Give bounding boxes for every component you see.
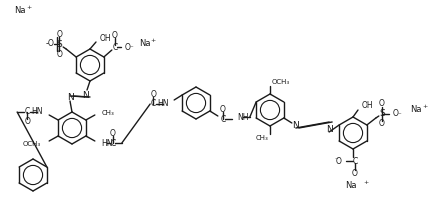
Text: O: O bbox=[335, 156, 341, 165]
Text: O: O bbox=[112, 31, 117, 40]
Text: +: + bbox=[26, 4, 31, 9]
Text: HN: HN bbox=[101, 139, 112, 147]
Text: O: O bbox=[125, 42, 130, 51]
Text: Na: Na bbox=[138, 38, 150, 48]
Text: ⁻: ⁻ bbox=[334, 157, 337, 163]
Text: CH₃: CH₃ bbox=[255, 135, 267, 141]
Text: O: O bbox=[378, 119, 384, 128]
Text: C: C bbox=[112, 42, 117, 51]
Text: O: O bbox=[351, 169, 357, 178]
Text: O: O bbox=[110, 128, 116, 138]
Text: C: C bbox=[150, 99, 155, 108]
Text: C: C bbox=[25, 108, 30, 117]
Text: O: O bbox=[24, 117, 30, 126]
Text: ⁻: ⁻ bbox=[397, 112, 401, 118]
Text: O: O bbox=[150, 90, 156, 99]
Text: HN: HN bbox=[157, 99, 169, 108]
Text: Na: Na bbox=[409, 106, 421, 114]
Text: OH: OH bbox=[361, 101, 373, 110]
Text: Na: Na bbox=[344, 180, 356, 189]
Text: OCH₃: OCH₃ bbox=[23, 141, 41, 147]
Text: N: N bbox=[83, 90, 89, 99]
Text: +: + bbox=[150, 37, 155, 42]
Text: +: + bbox=[362, 180, 367, 185]
Text: N: N bbox=[325, 125, 332, 134]
Text: +: + bbox=[421, 104, 426, 110]
Text: OCH₃: OCH₃ bbox=[271, 79, 289, 85]
Text: C: C bbox=[220, 114, 225, 123]
Text: C: C bbox=[352, 156, 357, 165]
Text: O: O bbox=[378, 99, 384, 108]
Text: O: O bbox=[56, 29, 62, 38]
Text: N: N bbox=[68, 94, 74, 103]
Text: NH: NH bbox=[237, 112, 248, 121]
Text: Na: Na bbox=[14, 6, 25, 15]
Text: S: S bbox=[378, 110, 384, 119]
Text: O: O bbox=[392, 110, 398, 119]
Text: S: S bbox=[56, 40, 62, 48]
Text: O: O bbox=[219, 104, 225, 114]
Text: N: N bbox=[292, 121, 298, 130]
Text: C: C bbox=[110, 139, 115, 147]
Text: CH₃: CH₃ bbox=[101, 110, 114, 116]
Text: ⁻: ⁻ bbox=[129, 45, 133, 51]
Text: HN: HN bbox=[31, 108, 43, 117]
Text: OH: OH bbox=[100, 33, 111, 42]
Text: -O: -O bbox=[46, 38, 55, 48]
Text: O: O bbox=[56, 50, 62, 59]
